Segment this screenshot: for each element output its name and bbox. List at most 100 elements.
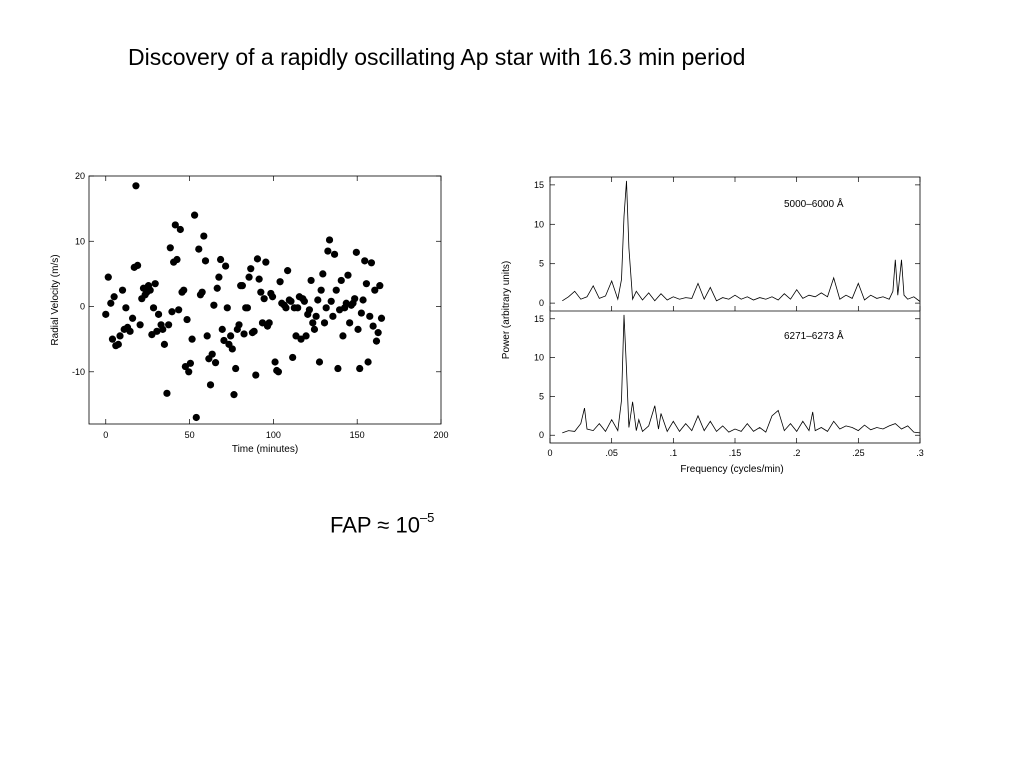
scatter-point xyxy=(122,304,130,312)
y-tick-label: 5 xyxy=(539,391,544,401)
scatter-point xyxy=(159,325,167,333)
scatter-point xyxy=(110,293,118,301)
scatter-point xyxy=(332,286,340,294)
scatter-point xyxy=(276,278,284,286)
scatter-point xyxy=(235,321,243,329)
scatter-point xyxy=(185,368,193,376)
scatter-y-axis-label: Radial Velocity (m/s) xyxy=(50,254,61,345)
scatter-point xyxy=(265,319,273,327)
scatter-x-axis-label: Time (minutes) xyxy=(232,444,298,455)
scatter-point xyxy=(118,286,127,294)
scatter-point xyxy=(102,310,110,318)
scatter-points xyxy=(102,182,386,422)
scatter-point xyxy=(227,332,235,340)
scatter-point xyxy=(153,327,161,335)
scatter-point xyxy=(366,312,374,320)
scatter-point xyxy=(356,364,364,373)
scatter-point xyxy=(165,321,173,329)
scatter-point xyxy=(211,359,220,367)
scatter-point xyxy=(359,296,367,304)
scatter-point xyxy=(337,276,345,285)
scatter-point xyxy=(203,332,211,340)
y-tick-label: 15 xyxy=(534,180,544,190)
x-tick-label: .05 xyxy=(605,448,618,458)
scatter-point xyxy=(163,389,171,397)
scatter-point xyxy=(289,353,297,362)
power-x-axis-label: Frequency (cycles/min) xyxy=(680,464,783,475)
scatter-point xyxy=(200,232,208,240)
scatter-point xyxy=(262,258,270,266)
scatter-point xyxy=(215,273,223,281)
scatter-point xyxy=(361,257,369,265)
scatter-point xyxy=(223,304,231,312)
scatter-point xyxy=(104,273,112,281)
scatter-point xyxy=(222,262,230,270)
scatter-point xyxy=(191,211,199,219)
scatter-point xyxy=(322,304,330,312)
panel-annotation-bottom: 6271–6273 Å xyxy=(784,329,844,342)
scatter-point xyxy=(325,236,334,244)
scatter-point xyxy=(134,261,142,270)
scatter-point xyxy=(198,288,206,296)
scatter-point xyxy=(160,340,169,348)
scatter-point xyxy=(364,358,372,366)
x-tick-label: .25 xyxy=(852,448,865,458)
scatter-point xyxy=(188,335,196,343)
y-tick-label: 0 xyxy=(539,430,544,440)
scatter-point xyxy=(206,381,215,389)
scatter-axis-ticks: 0 50 100 150 200 -10 0 10 20 xyxy=(72,171,449,440)
scatter-point xyxy=(151,280,159,288)
scatter-point xyxy=(146,286,154,294)
scatter-point xyxy=(309,319,317,327)
scatter-point xyxy=(166,244,174,252)
scatter-point xyxy=(107,299,115,307)
scatter-point xyxy=(154,310,163,318)
fap-label: FAP ≈ 10 xyxy=(330,512,420,538)
x-tick-label: 0 xyxy=(547,448,552,458)
x-tick-label: .1 xyxy=(670,448,678,458)
scatter-point xyxy=(149,304,158,312)
scatter-point xyxy=(132,182,140,190)
x-tick-label: .15 xyxy=(729,448,742,458)
scatter-point xyxy=(376,282,384,290)
scatter-point xyxy=(180,286,188,294)
scatter-point xyxy=(232,364,240,373)
x-tick-label: 150 xyxy=(350,430,365,440)
scatter-point xyxy=(171,221,179,229)
false-alarm-probability: FAP ≈ 10–5 xyxy=(330,510,434,538)
scatter-point xyxy=(300,297,308,305)
panel-annotation-top: 5000–6000 Å xyxy=(784,197,844,210)
scatter-point xyxy=(294,304,302,312)
scatter-point xyxy=(310,325,319,333)
scatter-point xyxy=(195,245,203,253)
scatter-point xyxy=(257,288,265,296)
scatter-point xyxy=(319,270,327,278)
scatter-point xyxy=(108,335,117,343)
scatter-point xyxy=(216,255,225,264)
scatter-point xyxy=(252,371,260,379)
scatter-point xyxy=(344,271,352,279)
scatter-point xyxy=(210,301,218,309)
scatter-point xyxy=(253,255,262,263)
slide-title: Discovery of a rapidly oscillating Ap st… xyxy=(128,44,746,70)
x-tick-label: 0 xyxy=(103,430,108,440)
scatter-point xyxy=(255,275,263,283)
scatter-point xyxy=(307,276,315,285)
scatter-point xyxy=(314,296,322,304)
x-tick-label: 200 xyxy=(433,430,448,440)
scatter-point xyxy=(136,321,144,329)
power-spectrum-plot: 0 .05 .1 .15 .2 .25 .3 0 5 10 15 0 5 10 15 5000–6000 Å… xyxy=(501,176,924,475)
y-tick-label: 10 xyxy=(534,219,544,229)
scatter-point xyxy=(354,325,362,333)
scatter-point xyxy=(260,295,268,303)
scatter-point xyxy=(240,330,248,338)
scatter-point xyxy=(176,225,184,234)
scatter-point xyxy=(367,259,376,267)
scatter-point xyxy=(243,304,251,312)
x-tick-label: .3 xyxy=(916,448,924,458)
scatter-point xyxy=(284,267,292,275)
scatter-point xyxy=(271,358,279,366)
y-tick-label: 5 xyxy=(539,259,544,269)
scatter-point xyxy=(329,312,337,320)
